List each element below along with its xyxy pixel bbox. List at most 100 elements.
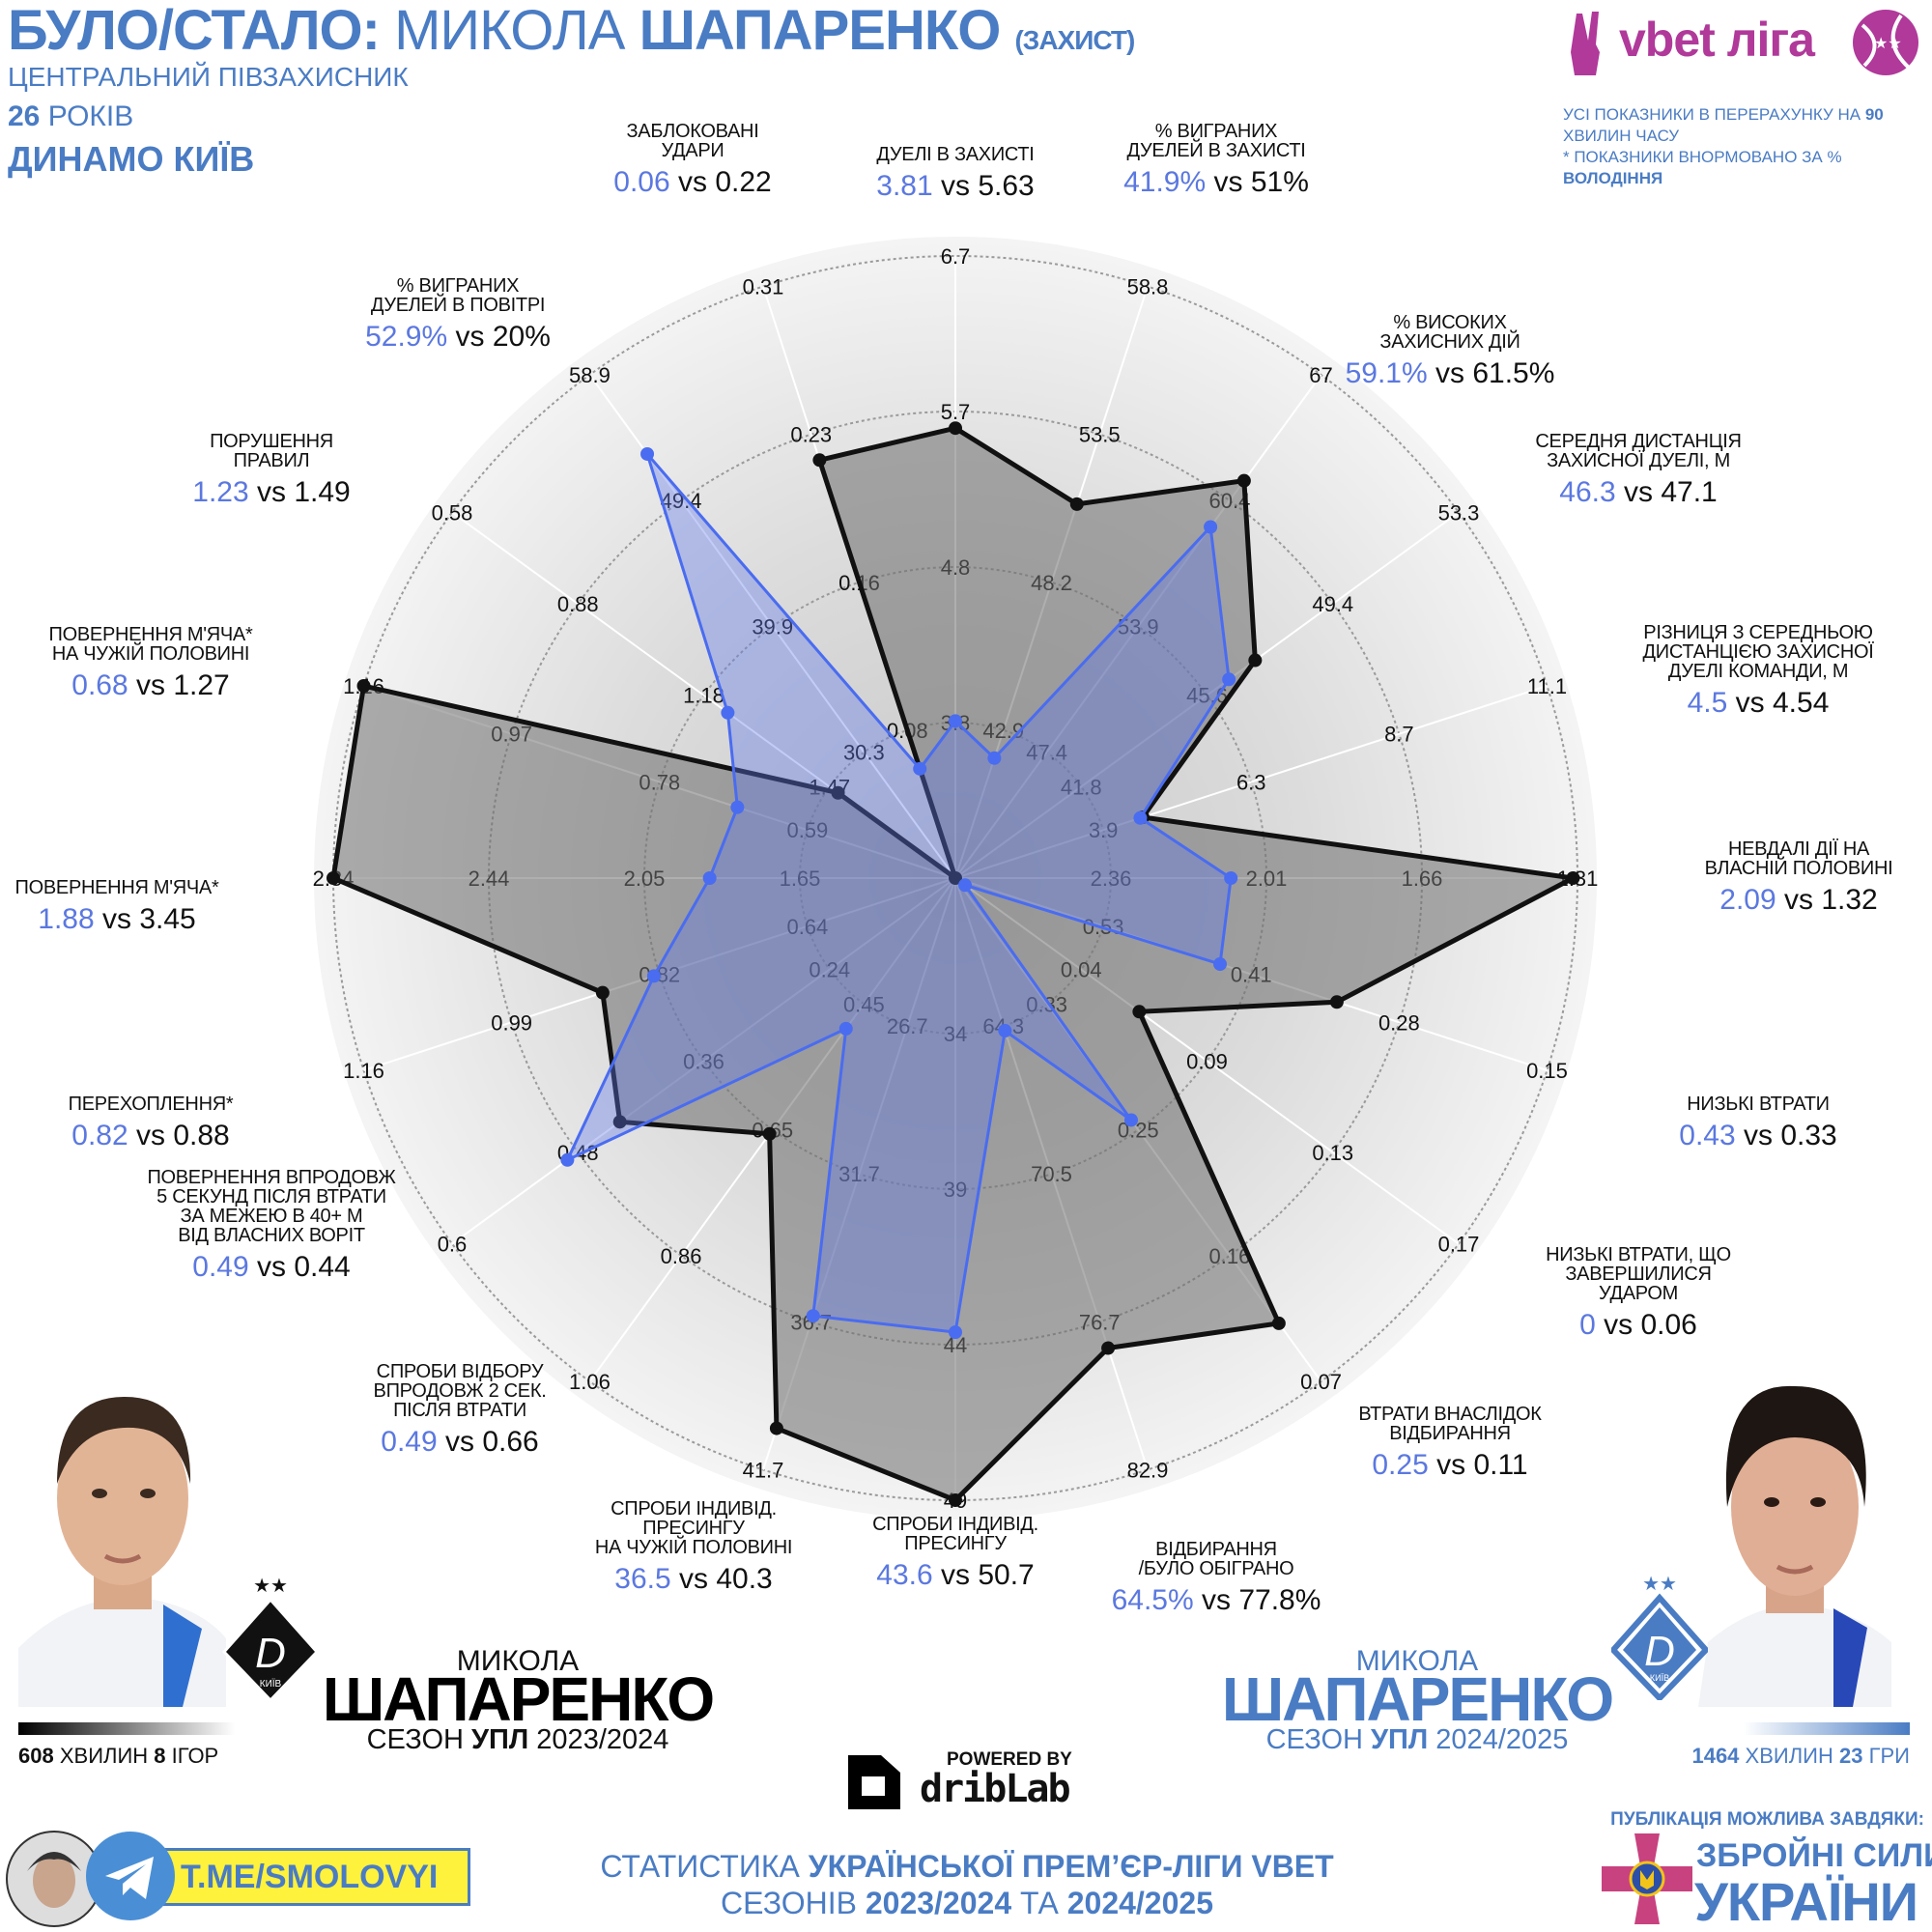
previous-season-point <box>762 1126 777 1141</box>
current-season-value: 3.81 <box>876 170 933 202</box>
tick-label: 0.07 <box>1300 1370 1342 1394</box>
metric-label: ПОВЕРНЕННЯ ВПРОДОВЖ 5 СЕКУНД ПІСЛЯ ВТРАТИ… <box>147 1168 395 1284</box>
metric-values: 0.49 vs 0.66 <box>374 1426 547 1459</box>
metric-values: 36.5 vs 40.3 <box>595 1563 792 1596</box>
current-season-value: 46.3 <box>1559 476 1616 508</box>
telegram-icon[interactable] <box>86 1832 175 1920</box>
previous-season-value: 0.88 <box>173 1120 230 1151</box>
tick-label: 30.3 <box>843 741 885 765</box>
metric-title: ВТРАТИ ВНАСЛІДОК ВІДБИРАННЯ <box>1358 1404 1542 1444</box>
metric-values: 0.68 vs 1.27 <box>49 669 253 702</box>
note-line: ВОЛОДІННЯ <box>1563 169 1663 187</box>
metric-label: СПРОБИ ІНДИВІД. ПРЕСИНГУ 43.6 vs 50.7 <box>872 1515 1038 1592</box>
metric-title: СПРОБИ ВІДБОРУ ВПРОДОВЖ 2 СЕК. ПІСЛЯ ВТРАТ… <box>373 1361 547 1421</box>
tick-label: 39.9 <box>752 614 793 639</box>
metric-title: ПОВЕРНЕННЯ М'ЯЧА* НА ЧУЖІЙ ПОЛОВИНІ <box>48 624 253 665</box>
title-prefix: БУЛО/СТАЛО: <box>8 0 381 62</box>
previous-season-point <box>327 871 340 885</box>
tick-label: 0.88 <box>557 592 599 616</box>
previous-season-value: 0.44 <box>294 1251 351 1283</box>
metric-values: 64.5% vs 77.8% <box>1112 1584 1321 1617</box>
tick-label: 1.16 <box>343 1059 384 1083</box>
footer-text: ТА <box>1020 1886 1059 1920</box>
minutes-value: 608 <box>18 1744 54 1768</box>
previous-season-point <box>949 421 962 436</box>
player-photo-previous <box>18 1368 226 1707</box>
current-season-value: 1.23 <box>192 476 249 508</box>
svg-text:D: D <box>1644 1628 1675 1675</box>
prev-season: СЕЗОН УПЛ 2023/2024 <box>367 1724 669 1756</box>
previous-season-value: 51% <box>1250 166 1309 198</box>
telegram-link-box[interactable]: T.ME/SMOLOVYI <box>160 1848 470 1906</box>
metric-label: ВІДБИРАННЯ/БУЛО ОБІГРАНО 64.5% vs 77.8% <box>1112 1540 1321 1617</box>
driblab-icon <box>848 1755 900 1809</box>
svg-text:КИЇВ: КИЇВ <box>260 1678 282 1690</box>
tick-label: 1.18 <box>683 684 724 708</box>
metric-label: СЕРЕДНЯ ДИСТАНЦІЯ ЗАХИСНОЇ ДУЕЛІ, М 46.3 v… <box>1535 432 1741 509</box>
previous-season-point <box>1101 1341 1116 1355</box>
metric-title: ПОВЕРНЕННЯ М'ЯЧА* <box>14 877 219 898</box>
previous-season-point <box>1248 653 1263 668</box>
tick-label: 0.28 <box>1378 1010 1420 1035</box>
metric-values: 41.9% vs 51% <box>1123 166 1309 199</box>
metric-values: 52.9% vs 20% <box>365 321 551 354</box>
tick-label: 0.58 <box>432 500 473 525</box>
current-season-value: 59.1% <box>1345 357 1428 389</box>
previous-season-point <box>1271 1316 1286 1330</box>
metric-title: НИЗЬКІ ВТРАТИ <box>1687 1094 1830 1115</box>
current-season-point <box>987 751 1002 765</box>
previous-season-value: 47.1 <box>1661 476 1718 508</box>
previous-season-value: 61.5% <box>1472 357 1555 389</box>
vs-word: vs <box>1595 1309 1641 1341</box>
season-word: СЕЗОН <box>366 1724 464 1755</box>
tick-label: 0.15 <box>1526 1059 1568 1083</box>
current-season-point <box>949 714 962 728</box>
league-logo-text: vbet ліга <box>1619 13 1815 67</box>
armed-forces-cross-icon <box>1602 1833 1692 1924</box>
notes: УСІ ПОКАЗНИКИ В ПЕРЕРАХУНКУ НА 90 ХВИЛИН… <box>1563 104 1920 189</box>
dynamo-logo-black: ★★ D КИЇВ <box>221 1575 320 1703</box>
current-season-value: 0.82 <box>71 1120 128 1151</box>
current-season-value: 0.06 <box>613 166 670 198</box>
vs-word: vs <box>1206 166 1251 198</box>
current-season-value: 0.68 <box>71 669 128 701</box>
tick-label: 6.7 <box>941 244 971 269</box>
previous-season-value: 1.49 <box>294 476 351 508</box>
previous-season-value: 3.45 <box>139 903 196 935</box>
previous-season-value: 1.32 <box>1821 884 1878 916</box>
tick-label: 1.06 <box>569 1370 611 1394</box>
tick-label: 67 <box>1309 363 1332 387</box>
player-photo-current <box>1698 1362 1891 1707</box>
vs-word: vs <box>248 1251 295 1283</box>
current-season-point <box>1222 672 1236 687</box>
telegram-link[interactable]: T.ME/SMOLOVYI <box>181 1859 439 1895</box>
previous-season-point <box>1069 497 1084 511</box>
current-season-point <box>838 1021 853 1036</box>
metric-values: 1.23 vs 1.49 <box>192 476 350 509</box>
metric-title: НИЗЬКІ ВТРАТИ, ЩО ЗАВЕРШИЛИСЯ УДАРОМ <box>1546 1244 1731 1304</box>
page-title: БУЛО/СТАЛО: МИКОЛА ШАПАРЕНКО (ЗАХИСТ) <box>8 0 1135 63</box>
current-season-value: 64.5% <box>1111 1584 1194 1616</box>
metric-values: 46.3 vs 47.1 <box>1535 476 1741 509</box>
vs-word: vs <box>1776 884 1822 916</box>
minutes-games-current: 1464 ХВИЛИН 23 ГРИ <box>1691 1744 1910 1769</box>
league-name: УПЛ <box>1371 1724 1429 1755</box>
metric-values: 4.5 vs 4.54 <box>1643 687 1874 720</box>
current-season-point <box>1123 1113 1138 1127</box>
tick-label: 6.3 <box>1236 770 1266 794</box>
tick-label: 5.7 <box>941 400 971 424</box>
player-club: ДИНАМО КИЇВ <box>8 139 255 179</box>
metric-label: СПРОБИ ВІДБОРУ ВПРОДОВЖ 2 СЕК. ПІСЛЯ ВТРАТ… <box>374 1362 547 1459</box>
metric-values: 0 vs 0.06 <box>1546 1309 1731 1342</box>
tick-label: 49.4 <box>1312 592 1353 616</box>
vs-word: vs <box>447 321 493 353</box>
minutes-games-previous: 608 ХВИЛИН 8 ІГОР <box>18 1744 218 1769</box>
metric-title: СЕРЕДНЯ ДИСТАНЦІЯ ЗАХИСНОЇ ДУЕЛІ, М <box>1535 431 1742 471</box>
current-season-value: 2.09 <box>1719 884 1776 916</box>
tick-label: 0.86 <box>661 1244 702 1268</box>
metric-label: ДУЕЛІ В ЗАХИСТІ 3.81 vs 5.63 <box>876 145 1035 203</box>
metric-title: ЗАБЛОКОВАНІ УДАРИ <box>626 121 759 161</box>
metric-values: 0.82 vs 0.88 <box>69 1120 234 1152</box>
current-season-value: 0.25 <box>1372 1449 1429 1481</box>
